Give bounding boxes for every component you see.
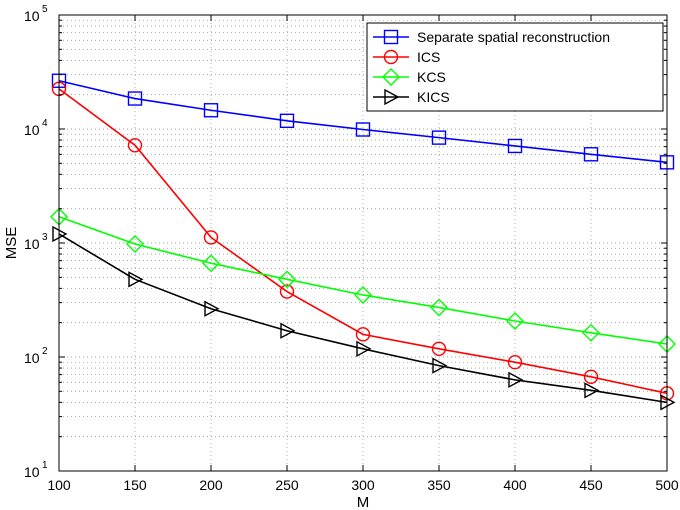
x-tick-label: 250 [275, 477, 299, 493]
legend-marker [383, 49, 399, 65]
legend-box [366, 22, 664, 112]
data-point [432, 357, 448, 374]
x-tick-label: 150 [123, 477, 147, 493]
legend-item: Separate spatial reconstruction [373, 29, 610, 45]
legend-label: Separate spatial reconstruction [417, 29, 610, 45]
legend-marker [384, 88, 400, 106]
legend-label: KCS [417, 69, 446, 85]
data-point [203, 103, 219, 118]
series-line [58, 215, 668, 345]
data-point [203, 230, 219, 245]
data-point [584, 382, 600, 399]
y-tick-exponent: 2 [42, 346, 48, 357]
y-tick-label: 10 [24, 122, 40, 138]
x-tick-label: 300 [351, 477, 375, 493]
legend-item: KICS [373, 88, 450, 106]
data-point [204, 300, 220, 317]
legend-marker [382, 68, 400, 86]
legend-label: ICS [417, 49, 440, 65]
legend: Separate spatial reconstruction ICS KCS KIC… [366, 22, 664, 112]
data-point [507, 138, 523, 154]
data-point [430, 298, 448, 317]
legend-item: ICS [373, 49, 440, 65]
data-point [431, 341, 447, 357]
data-point [582, 323, 600, 342]
data-point [507, 355, 523, 370]
y-axis-label: MSE [3, 227, 20, 260]
data-point [202, 254, 220, 273]
y-tick-label: 10 [24, 464, 40, 480]
data-point [279, 113, 295, 129]
data-point [355, 122, 371, 137]
y-tick-exponent: 5 [42, 4, 48, 15]
y-tick-label: 10 [24, 8, 40, 24]
series-kcs [50, 207, 676, 354]
data-point [126, 235, 144, 253]
x-tick-label: 500 [655, 477, 679, 493]
data-point [506, 311, 524, 330]
legend-label: KICS [417, 89, 450, 105]
data-point [583, 147, 599, 162]
x-tick-label: 400 [503, 477, 527, 493]
data-point [355, 327, 371, 342]
y-tick-exponent: 4 [42, 118, 48, 129]
data-point [508, 371, 524, 389]
series-line [58, 88, 668, 395]
y-tick-label: 10 [24, 350, 40, 366]
series-layer [50, 73, 676, 411]
data-point [354, 285, 372, 304]
legend-item: KCS [373, 68, 446, 86]
series-ics [51, 81, 675, 401]
x-tick-label: 450 [579, 477, 603, 493]
data-point [128, 271, 144, 288]
data-point [127, 138, 143, 153]
y-tick-label: 10 [24, 236, 40, 252]
series-line [58, 233, 668, 404]
legend-marker [383, 29, 399, 45]
data-point [278, 270, 296, 289]
series-line [58, 79, 668, 164]
y-tick-exponent: 3 [42, 232, 48, 243]
y-tick-exponent: 1 [42, 460, 48, 471]
x-axis-label: M [357, 494, 370, 510]
data-point [356, 340, 372, 357]
x-tick-label: 100 [47, 477, 71, 493]
data-point [127, 91, 143, 106]
data-point [279, 284, 295, 299]
data-point [583, 369, 599, 385]
x-tick-label: 200 [199, 477, 223, 493]
x-tick-label: 350 [427, 477, 451, 493]
data-point [280, 322, 296, 339]
data-point [431, 130, 447, 145]
